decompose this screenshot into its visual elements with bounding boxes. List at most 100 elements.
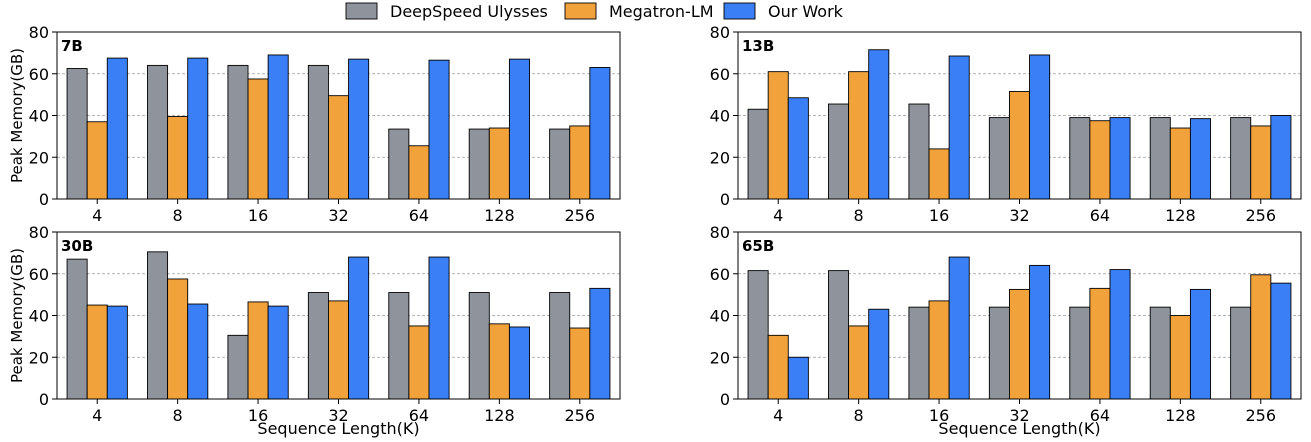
x-tick-label: 64 xyxy=(409,206,429,225)
legend-swatch xyxy=(564,2,597,20)
x-tick-label: 16 xyxy=(248,206,268,225)
bar xyxy=(106,305,128,400)
bar xyxy=(428,59,450,200)
x-tick-label: 4 xyxy=(773,206,783,225)
panel-title: 7B xyxy=(61,37,83,55)
bar xyxy=(767,71,789,200)
legend-label: Megatron-LM xyxy=(609,2,714,21)
x-tick-label: 128 xyxy=(484,206,515,225)
bar xyxy=(167,278,189,400)
y-tick-label: 80 xyxy=(29,223,49,242)
y-tick-label: 40 xyxy=(710,107,730,126)
bar xyxy=(1069,117,1091,200)
bar xyxy=(508,326,530,400)
x-tick-label: 16 xyxy=(929,206,949,225)
bar xyxy=(908,103,930,200)
x-tick-label: 8 xyxy=(173,206,183,225)
bar xyxy=(167,116,189,200)
y-axis-label: Peak Memory(GB) xyxy=(8,48,26,183)
bar xyxy=(848,325,870,400)
bar xyxy=(1230,306,1252,400)
bar xyxy=(928,300,950,400)
bar xyxy=(1008,288,1031,400)
bar xyxy=(1008,91,1031,200)
x-tick-label: 128 xyxy=(1165,406,1196,425)
bar xyxy=(508,58,530,200)
bar xyxy=(549,128,571,200)
legend-label: DeepSpeed Ulysses xyxy=(390,2,548,21)
bar xyxy=(408,145,430,200)
bar xyxy=(787,97,809,200)
bar xyxy=(227,64,249,200)
bar xyxy=(1270,282,1292,400)
bar xyxy=(1069,306,1091,400)
bar xyxy=(928,148,950,200)
bar xyxy=(227,334,249,400)
bar xyxy=(1189,118,1211,200)
bar xyxy=(187,57,209,200)
bar xyxy=(247,301,269,400)
bar xyxy=(848,71,870,200)
bar xyxy=(488,323,510,400)
x-axis-label: Sequence Length(K) xyxy=(257,419,419,438)
y-tick-label: 20 xyxy=(710,148,730,167)
bar xyxy=(1149,117,1171,200)
bar xyxy=(147,251,169,400)
y-tick-label: 40 xyxy=(29,307,49,326)
bar xyxy=(1029,264,1051,400)
bar xyxy=(1109,269,1131,400)
x-tick-label: 8 xyxy=(854,206,864,225)
bar xyxy=(1089,287,1111,400)
bar xyxy=(868,308,890,400)
y-tick-label: 0 xyxy=(39,190,49,209)
bar xyxy=(1250,125,1272,200)
bar xyxy=(86,121,108,200)
bar xyxy=(86,304,108,400)
x-tick-label: 64 xyxy=(1090,406,1110,425)
x-tick-label: 128 xyxy=(484,406,515,425)
bar xyxy=(1189,288,1211,400)
x-tick-label: 256 xyxy=(565,206,596,225)
bar xyxy=(1169,127,1191,200)
bar xyxy=(66,68,88,200)
y-tick-label: 0 xyxy=(720,390,730,409)
x-tick-label: 64 xyxy=(409,406,429,425)
y-tick-label: 60 xyxy=(29,265,49,284)
bar xyxy=(828,103,850,200)
y-tick-label: 20 xyxy=(29,348,49,367)
y-tick-label: 40 xyxy=(29,107,49,126)
bar xyxy=(307,292,329,400)
panel-title: 30B xyxy=(61,237,93,255)
x-tick-label: 256 xyxy=(1246,206,1277,225)
bar xyxy=(187,303,209,400)
x-tick-label: 32 xyxy=(328,206,348,225)
bar xyxy=(787,356,809,400)
bar xyxy=(948,55,970,200)
bar xyxy=(1089,120,1111,200)
bar xyxy=(267,54,289,200)
bar xyxy=(569,327,591,400)
bar xyxy=(1029,54,1051,200)
x-tick-label: 16 xyxy=(929,406,949,425)
bar xyxy=(327,95,350,200)
x-tick-label: 16 xyxy=(248,406,268,425)
bar xyxy=(868,49,890,200)
y-tick-label: 40 xyxy=(710,307,730,326)
bar xyxy=(247,78,269,200)
bar xyxy=(1270,115,1292,200)
x-tick-label: 64 xyxy=(1090,206,1110,225)
bar xyxy=(488,127,510,200)
bar xyxy=(1149,306,1171,400)
x-tick-label: 32 xyxy=(1009,406,1029,425)
bar xyxy=(267,305,289,400)
bar xyxy=(106,57,128,200)
bar xyxy=(549,292,571,400)
x-tick-label: 8 xyxy=(173,406,183,425)
bar xyxy=(66,258,88,400)
legend-swatch xyxy=(345,2,378,20)
y-tick-label: 20 xyxy=(29,148,49,167)
